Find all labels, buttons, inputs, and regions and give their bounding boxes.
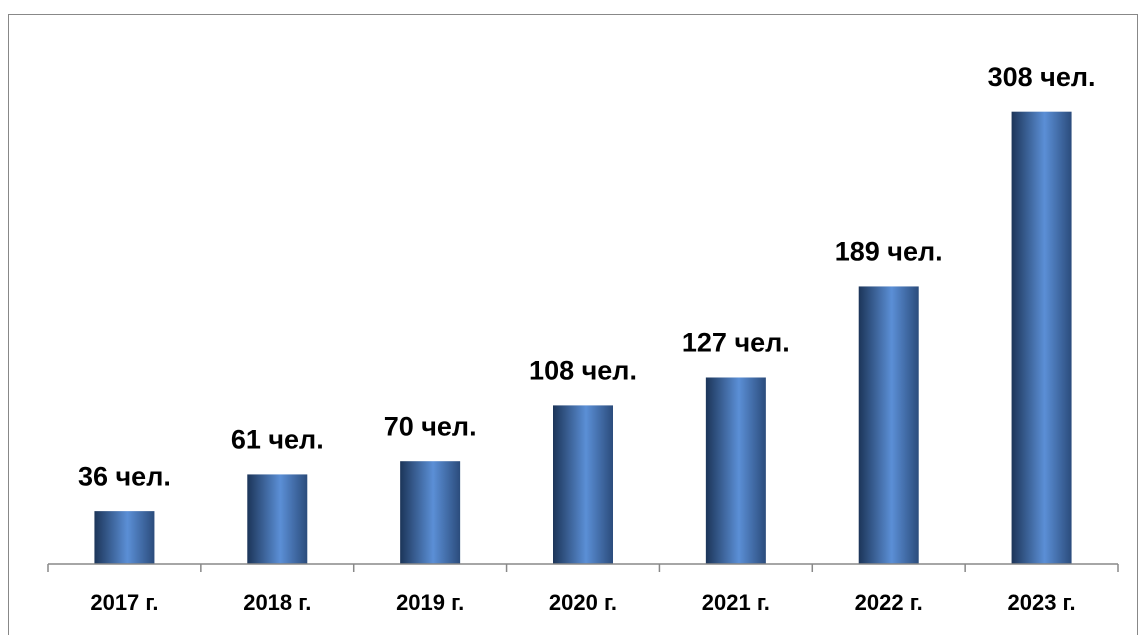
x-tick-label: 2020 г. (549, 590, 617, 615)
data-label: 108 чел. (529, 356, 637, 386)
bar (553, 405, 613, 564)
x-tick-label: 2023 г. (1008, 590, 1076, 615)
data-label: 308 чел. (988, 62, 1096, 92)
bar (858, 286, 919, 564)
x-tick-label: 2018 г. (243, 590, 311, 615)
data-label: 36 чел. (78, 461, 171, 491)
bar (705, 377, 766, 564)
x-tick-label: 2019 г. (396, 590, 464, 615)
bar (1011, 111, 1072, 565)
data-label: 127 чел. (682, 328, 790, 358)
bar (94, 511, 155, 564)
x-tick-label: 2017 г. (90, 590, 158, 615)
data-label: 70 чел. (384, 411, 477, 441)
bar (400, 461, 461, 564)
x-tick-label: 2021 г. (702, 590, 770, 615)
data-label: 189 чел. (835, 237, 943, 267)
bar (247, 474, 308, 564)
x-tick-label: 2022 г. (855, 590, 923, 615)
data-label: 61 чел. (231, 425, 324, 455)
